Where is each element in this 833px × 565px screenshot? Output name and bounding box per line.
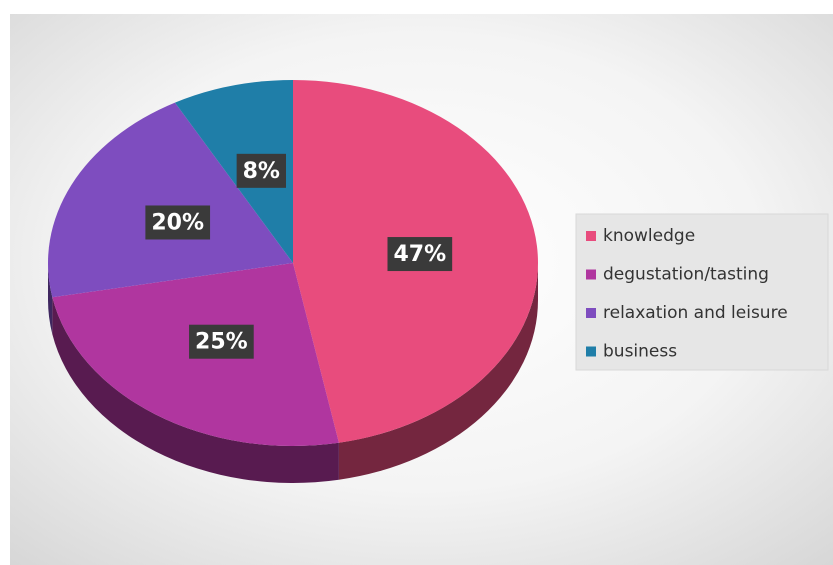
slice-side <box>52 297 339 483</box>
slice-side <box>338 263 538 480</box>
legend-box <box>575 213 829 371</box>
legend-swatch <box>586 231 596 241</box>
slice-side <box>48 263 53 335</box>
legend-label: knowledge <box>603 226 695 246</box>
value-label-bg <box>236 153 286 188</box>
legend-label: relaxation and leisure <box>603 303 788 323</box>
legend-swatch <box>586 346 596 357</box>
value-label: 8% <box>243 159 280 184</box>
value-label-bg <box>145 205 211 240</box>
value-label-bg <box>387 237 453 272</box>
legend-label: degustation/tasting <box>603 265 769 285</box>
legend-swatch <box>586 308 596 318</box>
value-label: 47% <box>393 242 446 267</box>
legend-swatch <box>586 269 596 280</box>
slice <box>47 102 294 298</box>
slice <box>174 80 293 263</box>
value-label: 20% <box>151 210 204 235</box>
value-label-bg <box>189 324 254 359</box>
value-label: 25% <box>195 330 248 355</box>
legend-label: business <box>603 342 677 362</box>
